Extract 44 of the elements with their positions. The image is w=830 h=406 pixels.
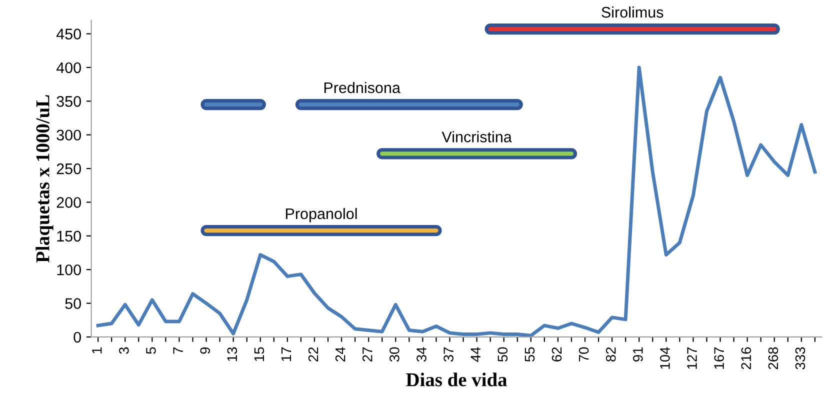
x-tick-label: 55 — [524, 347, 535, 362]
x-tick-label: 104 — [660, 347, 670, 369]
x-tick-label: 9 — [200, 347, 210, 354]
x-tick-label: 17 — [281, 347, 292, 362]
x-tick-label: 216 — [741, 347, 752, 370]
y-tick-label: 300 — [56, 130, 81, 141]
y-tick-label: 50 — [65, 298, 81, 309]
y-tick-label: 100 — [57, 264, 81, 276]
line-series — [96, 66, 817, 337]
x-tick-label: 70 — [578, 347, 589, 362]
x-tick-label: 22 — [308, 347, 318, 362]
y-tick-label: 450 — [56, 28, 81, 40]
x-tick-label: 27 — [362, 347, 372, 362]
x-tick-label: 37 — [444, 347, 454, 362]
x-tick-label: 50 — [498, 347, 508, 362]
x-tick-label: 24 — [335, 347, 346, 362]
x-tick-label: 333 — [795, 347, 806, 370]
y-tick-label: 400 — [56, 62, 81, 74]
series-label: Sirolimus — [602, 6, 664, 18]
y-axis-title: Plaquetas x 1000/uL — [36, 95, 54, 263]
x-tick-label: 82 — [606, 347, 616, 362]
y-tick-label: 150 — [57, 230, 81, 242]
x-tick-label: 5 — [146, 347, 156, 354]
x-tick-label: 62 — [552, 347, 562, 362]
y-tick-label: 0 — [74, 332, 81, 343]
series-label: Vincristina — [442, 131, 512, 142]
x-tick-label: 127 — [687, 347, 697, 369]
x-tick-label: 13 — [227, 347, 238, 362]
series-label: Propanolol — [286, 208, 357, 222]
x-tick-label: 3 — [119, 347, 129, 354]
x-tick-label: 15 — [254, 347, 264, 362]
y-tick-label: 250 — [56, 163, 81, 174]
x-tick-label: 44 — [470, 347, 480, 362]
x-axis-title: Dias de vida — [406, 372, 507, 386]
x-tick-label: 167 — [714, 347, 724, 369]
x-tick-label: 30 — [390, 347, 400, 362]
y-tick-label: 200 — [56, 197, 81, 208]
x-tick-label: 1 — [92, 347, 102, 354]
series-label: Prednisona — [324, 82, 400, 94]
x-tick-label: 34 — [416, 347, 426, 362]
x-tick-label: 7 — [173, 347, 183, 354]
y-tick-label: 350 — [56, 96, 81, 107]
x-tick-label: 91 — [632, 347, 643, 362]
x-tick-label: 268 — [768, 347, 778, 370]
